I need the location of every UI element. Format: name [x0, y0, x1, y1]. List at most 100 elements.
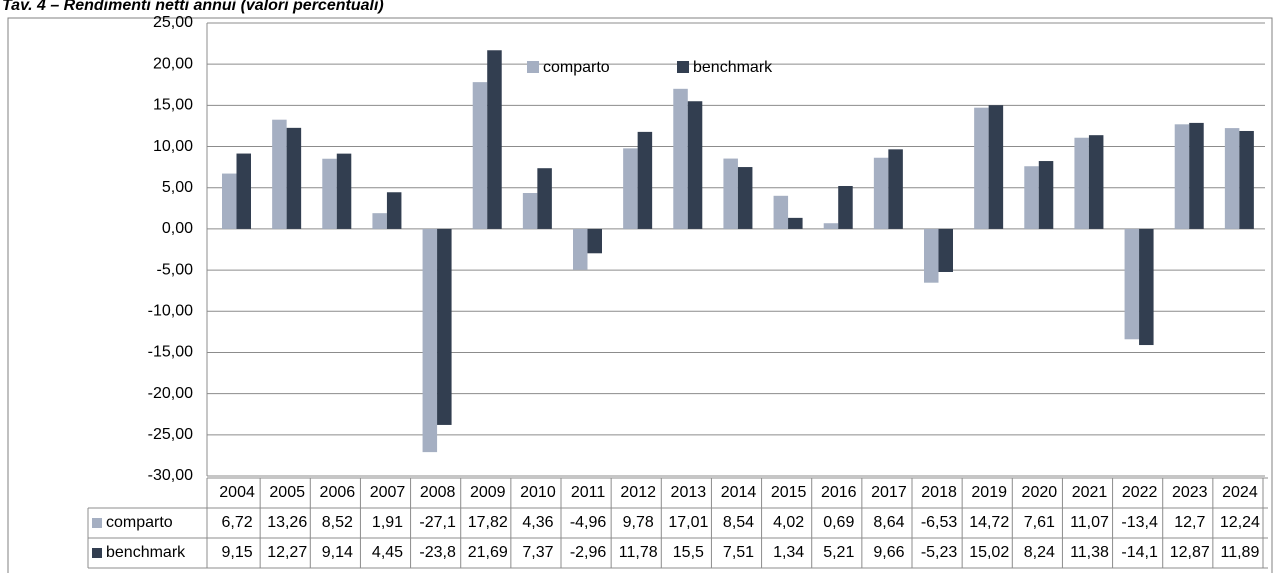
table-cell: -5,23 [921, 544, 958, 561]
x-tick-label: 2008 [420, 484, 456, 501]
y-tick-label: -5,00 [157, 261, 194, 278]
table-legend-key [92, 548, 102, 558]
y-tick-label: -10,00 [148, 302, 193, 319]
x-tick-label: 2007 [370, 484, 406, 501]
bar [1189, 122, 1204, 229]
bar [723, 158, 738, 229]
y-tick-label: -20,00 [148, 385, 193, 402]
legend-key [677, 61, 689, 73]
bar [737, 167, 753, 229]
y-tick-label: -15,00 [148, 344, 193, 361]
x-tick-label: 2024 [1222, 484, 1258, 501]
legend-key [527, 61, 539, 73]
bar [1239, 130, 1254, 229]
bar [974, 107, 989, 229]
table-cell: 11,07 [1070, 514, 1109, 531]
bar [386, 192, 402, 229]
bar [1174, 124, 1190, 229]
table-legend-key [92, 518, 102, 528]
table-cell: 5,21 [823, 544, 854, 561]
bar [573, 228, 588, 270]
bar [1038, 161, 1054, 229]
bar [286, 127, 302, 229]
x-tick-label: 2017 [871, 484, 907, 501]
table-cell: 12,27 [267, 544, 307, 561]
y-tick-label: 15,00 [153, 97, 193, 114]
legend-label: comparto [543, 59, 610, 76]
bar [537, 168, 552, 229]
bar [322, 158, 337, 229]
table-cell: 12,87 [1170, 544, 1210, 561]
legend-label: benchmark [693, 59, 773, 76]
y-tick-label: -25,00 [148, 426, 193, 443]
table-cell: 8,54 [723, 514, 754, 531]
bar [587, 228, 602, 254]
x-tick-label: 2006 [320, 484, 356, 501]
y-tick-label: 10,00 [153, 138, 193, 155]
table-cell: 17,01 [668, 514, 708, 531]
table-series-label: benchmark [106, 544, 186, 561]
x-tick-label: 2013 [671, 484, 707, 501]
table-cell: 11,78 [619, 544, 658, 561]
table-cell: 11,38 [1070, 544, 1109, 561]
x-tick-label: 2005 [269, 484, 305, 501]
table-cell: 4,36 [522, 514, 553, 531]
bar [336, 153, 352, 229]
bar [1224, 128, 1240, 229]
x-tick-label: 2020 [1022, 484, 1058, 501]
y-tick-label: -30,00 [148, 467, 193, 484]
table-cell: 13,26 [267, 514, 307, 531]
x-tick-label: 2009 [470, 484, 506, 501]
bar [988, 105, 1004, 229]
y-tick-label: 25,00 [153, 14, 193, 31]
x-tick-label: 2014 [721, 484, 757, 501]
table-cell: 0,69 [823, 514, 854, 531]
table-cell: 4,45 [372, 544, 403, 561]
table-cell: 7,37 [522, 544, 553, 561]
bar [773, 195, 789, 229]
x-tick-label: 2022 [1122, 484, 1158, 501]
bar [1074, 137, 1089, 229]
table-cell: 1,34 [773, 544, 804, 561]
table-cell: 4,02 [773, 514, 804, 531]
x-tick-label: 2016 [821, 484, 857, 501]
x-tick-label: 2019 [971, 484, 1007, 501]
table-cell: -2,96 [570, 544, 607, 561]
x-tick-label: 2011 [571, 484, 606, 501]
chart-frame [7, 17, 1273, 573]
table-cell: 6,72 [222, 514, 253, 531]
bar [823, 223, 839, 229]
table-cell: 9,66 [873, 544, 904, 561]
bar [838, 185, 853, 229]
x-tick-label: 2018 [921, 484, 957, 501]
bar [272, 119, 287, 229]
bar [637, 131, 653, 229]
table-series-label: comparto [106, 514, 173, 531]
table-cell: 7,51 [723, 544, 754, 561]
table-cell: 15,5 [673, 544, 704, 561]
table-cell: 8,52 [322, 514, 353, 531]
y-tick-label: 5,00 [162, 179, 193, 196]
bar [437, 228, 452, 425]
bar [1139, 228, 1154, 346]
x-tick-label: 2012 [620, 484, 656, 501]
table-cell: 1,91 [372, 514, 403, 531]
table-cell: 9,78 [623, 514, 654, 531]
table-cell: 11,89 [1220, 544, 1259, 561]
table-cell: -23,8 [419, 544, 456, 561]
bar [236, 153, 251, 229]
bar [1024, 166, 1039, 229]
table-cell: 9,15 [222, 544, 253, 561]
x-tick-label: 2010 [520, 484, 556, 501]
x-tick-label: 2015 [771, 484, 807, 501]
table-cell: -4,96 [570, 514, 607, 531]
chart-title: Tav. 4 – Rendimenti netti annui (valori … [2, 0, 384, 14]
table-cell: 17,82 [468, 514, 508, 531]
bar [623, 148, 638, 229]
bar [924, 228, 939, 283]
table-cell: -6,53 [921, 514, 958, 531]
bar [1124, 228, 1140, 340]
x-tick-label: 2023 [1172, 484, 1208, 501]
y-tick-label: 20,00 [153, 55, 193, 72]
